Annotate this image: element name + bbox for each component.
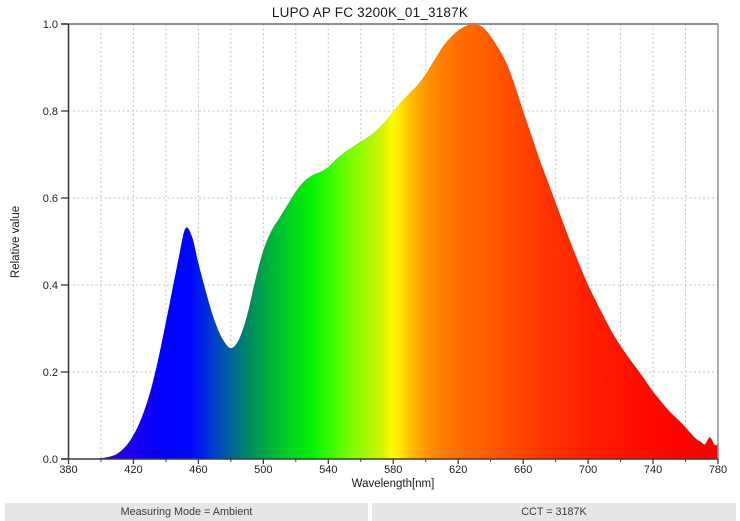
spectrum-area — [68, 24, 718, 459]
x-tick-label: 500 — [254, 464, 272, 476]
x-tick-label: 580 — [384, 464, 402, 476]
x-tick-label: 540 — [319, 464, 337, 476]
x-tick-label: 620 — [449, 464, 467, 476]
x-tick-label: 740 — [644, 464, 662, 476]
info-bar: Measuring Mode = Ambient CCT = 3187K — [0, 503, 740, 521]
x-tick-label: 660 — [514, 464, 532, 476]
y-tick-label: 1.0 — [43, 19, 58, 31]
y-tick-label: 0.8 — [43, 106, 58, 118]
x-tick-label: 420 — [124, 464, 142, 476]
x-axis-label: Wavelength[nm] — [351, 478, 435, 490]
x-tick-label: 460 — [189, 464, 207, 476]
y-tick-label: 0.0 — [43, 454, 58, 466]
y-axis-label: Relative value — [10, 205, 22, 279]
y-tick-label: 0.4 — [43, 280, 58, 292]
y-tick-label: 0.6 — [43, 193, 58, 205]
x-tick-label: 700 — [579, 464, 597, 476]
chart-title: LUPO AP FC 3200K_01_3187K — [271, 5, 469, 20]
measuring-mode-cell: Measuring Mode = Ambient — [5, 503, 368, 521]
cct-cell: CCT = 3187K — [372, 503, 736, 521]
x-tick-label: 380 — [59, 464, 77, 476]
y-tick-label: 0.2 — [43, 367, 58, 379]
x-tick-label: 780 — [709, 464, 727, 476]
